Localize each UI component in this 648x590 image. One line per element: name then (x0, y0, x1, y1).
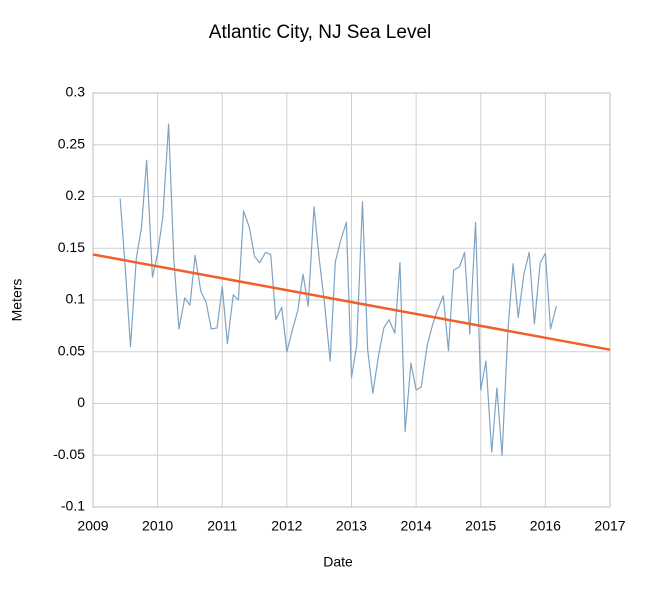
chart-title: Atlantic City, NJ Sea Level (209, 22, 431, 43)
x-tick-label: 2011 (207, 518, 237, 534)
y-tick-label: 0.2 (66, 187, 86, 203)
y-tick-label: 0.15 (58, 239, 85, 255)
x-tick-label: 2009 (77, 518, 108, 534)
x-tick-label: 2017 (594, 518, 625, 534)
y-tick-label: 0.25 (58, 135, 85, 151)
x-tick-label: 2016 (530, 518, 561, 534)
x-tick-label: 2010 (142, 518, 173, 534)
y-tick-label: -0.05 (53, 446, 85, 462)
x-axis-label: Date (323, 554, 353, 570)
y-tick-label: -0.1 (61, 498, 85, 514)
y-tick-label: 0 (77, 394, 85, 410)
x-tick-label: 2013 (336, 518, 367, 534)
x-tick-label: 2014 (401, 518, 432, 534)
y-axis-label: Meters (9, 279, 25, 322)
series-line (119, 123, 557, 456)
y-tick-label: 0.1 (66, 291, 86, 307)
plot-frame (92, 92, 611, 508)
x-tick-label: 2012 (271, 518, 302, 534)
series-line (92, 253, 611, 351)
x-tick-label: 2015 (465, 518, 496, 534)
y-tick-label: 0.3 (66, 84, 86, 100)
y-tick-label: 0.05 (58, 342, 85, 358)
